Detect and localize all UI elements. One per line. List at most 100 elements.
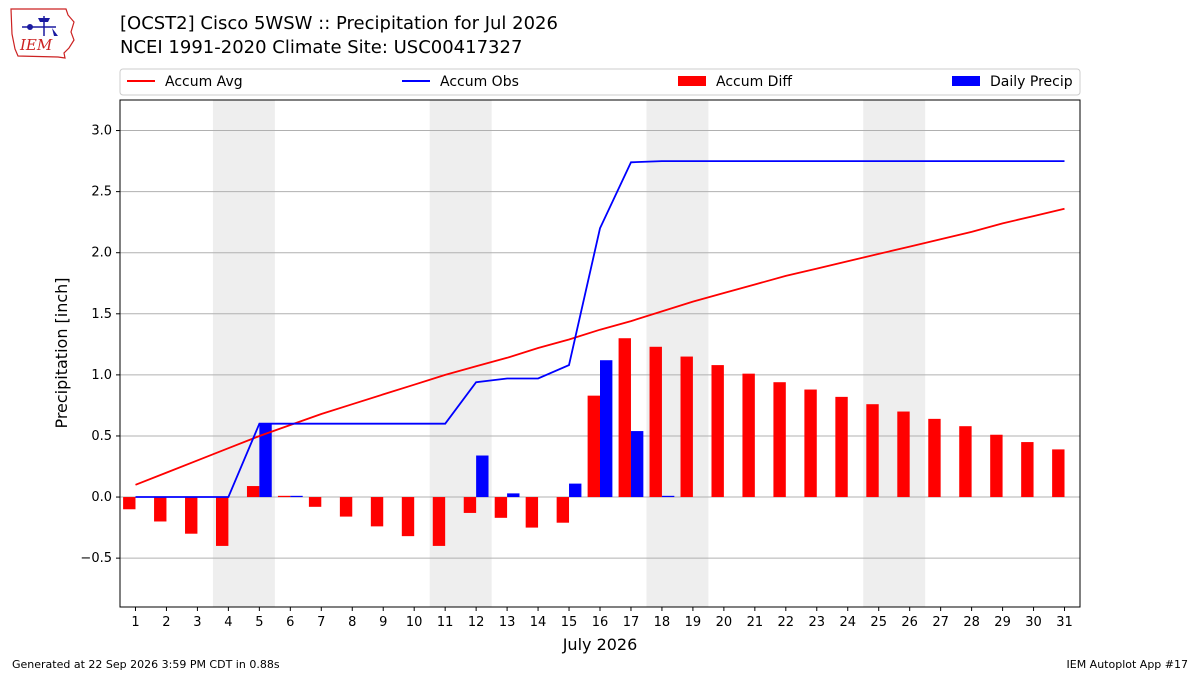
accum-diff-bar bbox=[587, 395, 600, 498]
chart-title: [OCST2] Cisco 5WSW :: Precipitation for … bbox=[120, 12, 558, 60]
app-label: IEM Autoplot App #17 bbox=[1066, 658, 1189, 671]
accum-diff-bar bbox=[556, 497, 570, 523]
accum-diff-bar bbox=[401, 497, 415, 537]
x-tick-label: 19 bbox=[685, 615, 702, 630]
x-tick-label: 13 bbox=[499, 615, 516, 630]
accum-diff-bar bbox=[339, 497, 353, 517]
legend-label: Accum Obs bbox=[440, 74, 519, 90]
accum-diff-bar bbox=[370, 497, 384, 527]
accum-diff-bar bbox=[463, 497, 477, 513]
accum-diff-bar bbox=[618, 338, 631, 498]
weekend-shade bbox=[863, 100, 926, 607]
x-tick-label: 18 bbox=[654, 615, 671, 630]
x-tick-label: 20 bbox=[716, 615, 733, 630]
daily-precip-bar bbox=[476, 455, 489, 498]
x-tick-label: 11 bbox=[437, 615, 454, 630]
accum-diff-bar bbox=[773, 382, 786, 498]
x-tick-label: 15 bbox=[561, 615, 578, 630]
accum-diff-bar bbox=[1052, 449, 1065, 498]
y-tick-label: 3.0 bbox=[91, 124, 112, 139]
accum-diff-bar bbox=[154, 497, 167, 522]
accum-diff-bar bbox=[959, 426, 972, 498]
accum-diff-bar bbox=[308, 497, 322, 507]
x-tick-label: 14 bbox=[530, 615, 547, 630]
x-tick-label: 31 bbox=[1056, 615, 1073, 630]
accum-diff-bar bbox=[990, 434, 1003, 498]
x-tick-label: 5 bbox=[255, 615, 263, 630]
y-axis-label: Precipitation [inch] bbox=[52, 277, 71, 428]
daily-precip-bar bbox=[259, 423, 272, 498]
accum-diff-bar bbox=[1021, 442, 1034, 498]
accum-diff-bar bbox=[525, 497, 539, 528]
accum-avg-line bbox=[135, 207, 1065, 486]
x-tick-label: 2 bbox=[162, 615, 170, 630]
legend-label: Accum Diff bbox=[716, 74, 792, 90]
x-axis-label: July 2026 bbox=[562, 635, 638, 654]
x-tick-label: 4 bbox=[224, 615, 232, 630]
daily-precip-bar bbox=[600, 360, 613, 498]
x-tick-label: 22 bbox=[778, 615, 795, 630]
iem-logo: IEM bbox=[10, 8, 75, 59]
x-tick-label: 24 bbox=[839, 615, 856, 630]
accum-diff-bar bbox=[185, 497, 198, 534]
legend-bar-swatch bbox=[952, 76, 980, 86]
legend-label: Daily Precip bbox=[990, 74, 1073, 90]
y-tick-label: 1.0 bbox=[91, 368, 112, 383]
daily-precip-bar bbox=[661, 495, 675, 498]
daily-precip-bar bbox=[507, 493, 520, 498]
y-tick-label: 1.5 bbox=[91, 307, 112, 322]
title-line-2: NCEI 1991-2020 Climate Site: USC00417327 bbox=[120, 37, 523, 58]
weekend-shading bbox=[212, 100, 926, 607]
title-line-1: [OCST2] Cisco 5WSW :: Precipitation for … bbox=[120, 13, 558, 34]
x-tick-label: 9 bbox=[379, 615, 387, 630]
accum-obs-line bbox=[135, 160, 1065, 498]
axes: −0.50.00.51.01.52.02.53.01 2 3 4 5 6 7 8 9 10 11 12… bbox=[80, 124, 1072, 630]
x-tick-label: 26 bbox=[901, 615, 918, 630]
x-tick-label: 8 bbox=[348, 615, 356, 630]
x-tick-label: 30 bbox=[1025, 615, 1042, 630]
bars bbox=[123, 338, 1065, 546]
x-tick-label: 21 bbox=[747, 615, 764, 630]
accum-diff-bar bbox=[123, 497, 136, 510]
y-tick-label: −0.5 bbox=[80, 551, 112, 566]
x-tick-label: 25 bbox=[870, 615, 887, 630]
x-tick-label: 12 bbox=[468, 615, 485, 630]
x-tick-label: 16 bbox=[592, 615, 609, 630]
accum-diff-bar bbox=[835, 396, 848, 498]
accum-diff-bar bbox=[711, 365, 724, 498]
legend-frame bbox=[119, 68, 1081, 96]
x-tick-label: 29 bbox=[994, 615, 1011, 630]
logo-text: IEM bbox=[19, 36, 53, 54]
generated-note: Generated at 22 Sep 2026 3:59 PM CDT in … bbox=[12, 658, 280, 671]
daily-precip-bar bbox=[630, 431, 644, 498]
daily-precip-bar bbox=[290, 495, 303, 498]
accum-diff-bar bbox=[216, 497, 229, 546]
accum-diff-bar bbox=[494, 497, 508, 518]
x-tick-label: 23 bbox=[809, 615, 826, 630]
x-tick-label: 6 bbox=[286, 615, 294, 630]
legend: Accum Avg Accum Obs Accum Diff Daily Precip bbox=[119, 68, 1081, 96]
accum-diff-bar bbox=[649, 346, 662, 498]
accum-diff-bar bbox=[928, 418, 941, 498]
legend-label: Accum Avg bbox=[165, 74, 243, 90]
accum-diff-bar bbox=[680, 356, 693, 498]
accum-diff-bar bbox=[897, 411, 910, 498]
y-tick-label: 0.0 bbox=[91, 490, 112, 505]
y-tick-label: 2.5 bbox=[91, 185, 112, 200]
x-tick-label: 10 bbox=[406, 615, 423, 630]
x-tick-label: 27 bbox=[932, 615, 949, 630]
y-tick-label: 0.5 bbox=[91, 429, 112, 444]
daily-precip-bar bbox=[569, 483, 582, 498]
accum-diff-bar bbox=[804, 389, 817, 498]
accum-diff-bar bbox=[277, 495, 291, 498]
y-tick-label: 2.0 bbox=[91, 246, 112, 261]
x-tick-label: 17 bbox=[623, 615, 640, 630]
accum-diff-bar bbox=[866, 404, 879, 498]
x-tick-label: 3 bbox=[193, 615, 201, 630]
lines bbox=[135, 160, 1065, 498]
x-tick-label: 28 bbox=[963, 615, 980, 630]
accum-diff-bar bbox=[246, 486, 260, 498]
x-tick-label: 7 bbox=[317, 615, 325, 630]
x-tick-label: 1 bbox=[131, 615, 139, 630]
